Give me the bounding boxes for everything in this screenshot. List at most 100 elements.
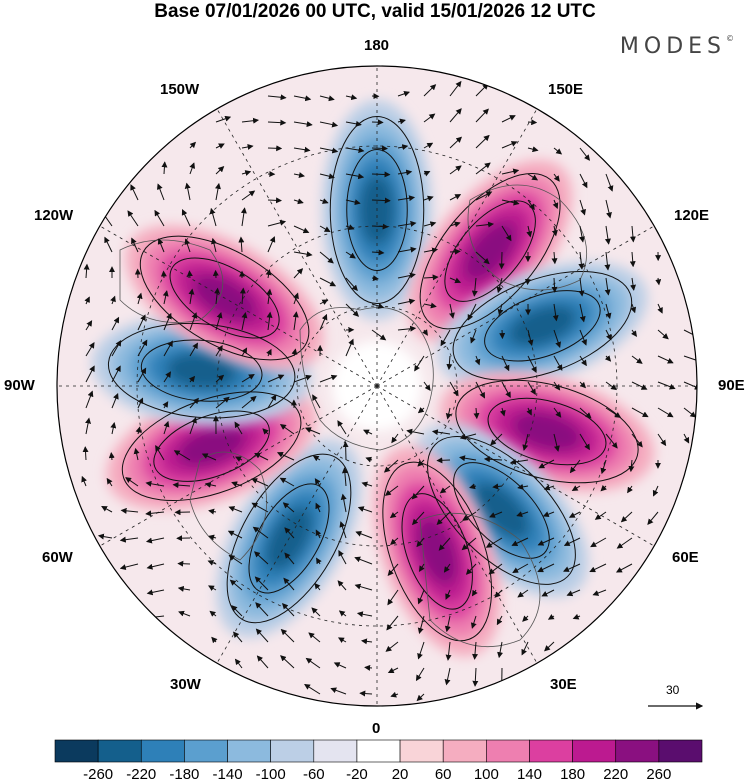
wind-vector xyxy=(501,355,510,372)
lon-label-150e: 150E xyxy=(548,81,584,98)
wind-vector xyxy=(652,485,659,497)
wind-vector xyxy=(146,589,165,596)
wind-vector xyxy=(526,225,533,238)
wind-vector xyxy=(389,511,399,519)
wind-vector xyxy=(131,237,139,253)
wind-vector xyxy=(566,589,581,597)
wind-vector xyxy=(119,536,139,543)
wind-vector xyxy=(563,537,581,546)
wind-vector xyxy=(475,221,495,228)
wind-vector xyxy=(512,563,529,573)
wind-vector xyxy=(189,312,198,331)
wind-vector xyxy=(444,667,451,686)
wind-vector xyxy=(494,589,503,598)
wind-vector xyxy=(423,142,434,149)
wind-vector xyxy=(111,316,120,331)
wind-vector xyxy=(475,381,486,399)
lon-label-90w: 90W xyxy=(4,377,35,394)
map-border xyxy=(56,65,698,707)
wind-vector xyxy=(337,637,347,644)
wind-vector xyxy=(163,340,173,357)
wind-vector xyxy=(497,303,504,316)
wind-vector xyxy=(417,459,425,467)
wind-vector xyxy=(83,263,90,279)
wind-vector xyxy=(177,585,191,592)
wind-vector xyxy=(251,502,269,513)
wind-vector xyxy=(657,381,676,390)
wind-vector xyxy=(319,313,328,331)
colorbar-tick-label: -20 xyxy=(346,766,368,783)
wind-vector xyxy=(337,420,347,435)
wind-vector xyxy=(579,433,590,451)
wind-vector xyxy=(215,374,225,383)
wind-vector xyxy=(443,563,451,573)
wind-vector xyxy=(592,589,607,596)
colorbar-tick-label: 60 xyxy=(434,766,452,783)
wind-vector xyxy=(657,329,669,340)
wind-vector xyxy=(84,296,90,305)
wind-vector xyxy=(469,483,477,490)
wind-vector xyxy=(371,249,385,256)
colorbar-swatch xyxy=(399,739,444,763)
trough-anomaly xyxy=(414,423,589,598)
wind-vector xyxy=(543,484,555,491)
wind-vector xyxy=(241,347,248,357)
latitude-circle xyxy=(216,225,538,547)
wind-vector xyxy=(416,693,425,702)
wind-vector xyxy=(145,510,165,517)
wind-vector xyxy=(341,467,348,487)
wind-vector xyxy=(605,199,612,219)
wind-vector xyxy=(390,691,399,698)
wind-vector xyxy=(563,563,581,572)
wind-vector xyxy=(629,251,636,268)
wind-vector xyxy=(338,550,347,565)
wind-vector xyxy=(631,381,648,390)
wind-vector xyxy=(517,483,529,490)
wind-vector xyxy=(215,345,223,357)
wind-vector xyxy=(280,655,295,669)
colorbar-swatch xyxy=(313,739,358,763)
wind-vector xyxy=(397,272,416,279)
wind-vector xyxy=(683,407,697,418)
wind-vector xyxy=(173,450,191,461)
wind-vector xyxy=(110,422,117,435)
wind-vector xyxy=(397,246,417,253)
wind-vector xyxy=(315,502,321,513)
height-contour xyxy=(484,290,601,362)
colorbar-tick-label: 180 xyxy=(560,766,586,783)
colorbar-tick-label: 260 xyxy=(646,766,672,783)
wind-vector xyxy=(630,303,637,314)
wind-vector xyxy=(569,459,581,474)
coastline xyxy=(299,307,434,451)
wind-vector xyxy=(215,311,223,331)
wind-vector xyxy=(281,603,295,617)
wind-vector xyxy=(312,394,321,409)
wind-vector xyxy=(449,165,462,175)
colorbar-tick-label: 140 xyxy=(516,766,542,783)
wind-vector xyxy=(397,144,409,151)
wind-vector xyxy=(234,658,243,669)
wind-vector xyxy=(85,417,91,435)
wind-vector xyxy=(291,348,298,357)
meridian-line xyxy=(376,385,655,547)
wind-vector xyxy=(354,556,373,565)
wind-vector xyxy=(215,166,225,175)
wind-vector xyxy=(137,339,148,357)
colorbar-tick-label: -60 xyxy=(302,766,325,783)
wind-vector xyxy=(145,480,165,487)
wind-vector xyxy=(459,455,477,462)
wind-vector xyxy=(229,579,243,591)
meridian-line xyxy=(376,385,538,664)
wind-vector xyxy=(553,147,563,155)
wind-vector xyxy=(616,537,633,549)
wind-vector xyxy=(211,237,217,253)
wind-vector xyxy=(345,224,355,230)
wind-vector xyxy=(85,320,93,331)
wind-vector xyxy=(423,113,436,123)
colorbar-swatch xyxy=(227,739,271,763)
wind-vector xyxy=(604,277,611,296)
wind-vector xyxy=(471,589,478,597)
wind-vector xyxy=(330,687,347,695)
wind-vector xyxy=(254,453,269,461)
wind-vector xyxy=(319,198,329,204)
